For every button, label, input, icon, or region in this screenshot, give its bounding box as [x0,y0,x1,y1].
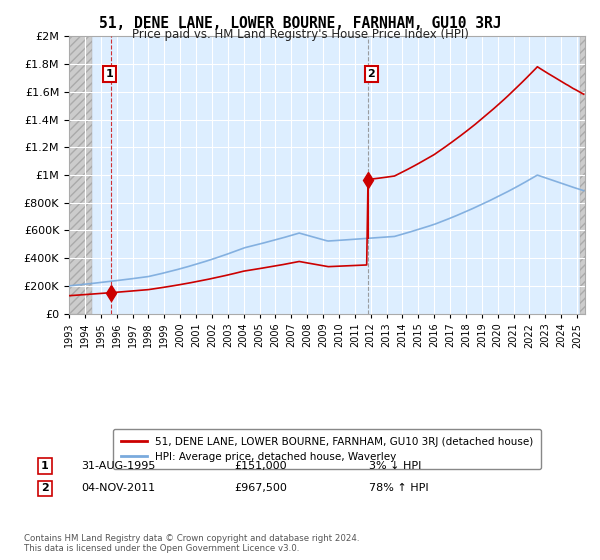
Bar [69,36,92,314]
Text: 51, DENE LANE, LOWER BOURNE, FARNHAM, GU10 3RJ: 51, DENE LANE, LOWER BOURNE, FARNHAM, GU… [99,16,501,31]
Bar [580,36,590,314]
Text: 04-NOV-2011: 04-NOV-2011 [81,483,155,493]
Text: 78% ↑ HPI: 78% ↑ HPI [369,483,428,493]
Text: 3% ↓ HPI: 3% ↓ HPI [369,461,421,471]
Text: £967,500: £967,500 [234,483,287,493]
Text: 2: 2 [41,483,49,493]
Text: £151,000: £151,000 [234,461,287,471]
Legend: 51, DENE LANE, LOWER BOURNE, FARNHAM, GU10 3RJ (detached house), HPI: Average pr: 51, DENE LANE, LOWER BOURNE, FARNHAM, GU… [113,430,541,469]
Text: 1: 1 [41,461,49,471]
Text: 2: 2 [367,69,375,79]
Text: Price paid vs. HM Land Registry's House Price Index (HPI): Price paid vs. HM Land Registry's House … [131,28,469,41]
Text: 31-AUG-1995: 31-AUG-1995 [81,461,155,471]
Text: 1: 1 [106,69,113,79]
Text: Contains HM Land Registry data © Crown copyright and database right 2024.
This d: Contains HM Land Registry data © Crown c… [24,534,359,553]
